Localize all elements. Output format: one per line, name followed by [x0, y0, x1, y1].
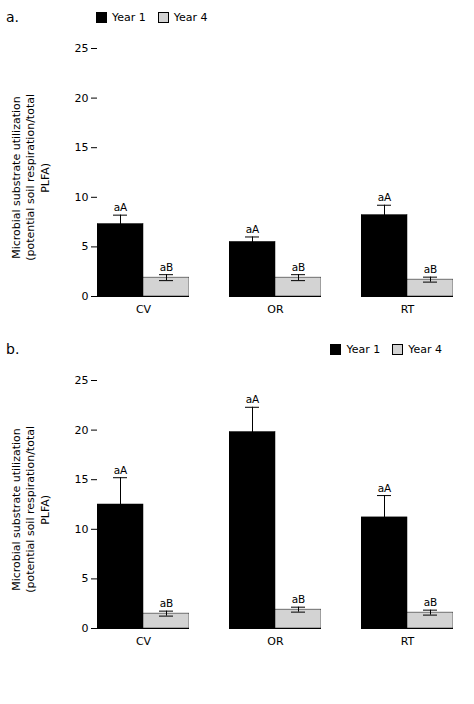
html-text:Year 1: Year 1 [112, 10, 146, 24]
svg-text:aA: aA [114, 201, 128, 213]
svg-text:CV: CV [136, 635, 152, 648]
svg-text:RT: RT [401, 635, 415, 648]
svg-text:aA: aA [246, 393, 260, 405]
html-text:Microbial substrate utilizatio: Microbial substrate utilization (potenti… [9, 93, 52, 261]
svg-text:20: 20 [75, 424, 89, 437]
svg-text:15: 15 [75, 473, 89, 486]
svg-text:aA: aA [378, 191, 392, 203]
svg-text:aA: aA [378, 482, 392, 494]
html-text:Year 4: Year 4 [173, 10, 208, 24]
svg-text:25: 25 [75, 374, 89, 387]
html-text:b.: b. [6, 341, 20, 357]
html-text:Microbial substrate utilizatio: Microbial substrate utilization (potenti… [9, 425, 52, 593]
svg-text:aB: aB [292, 261, 306, 273]
svg-text:CV: CV [136, 303, 152, 316]
svg-text:aB: aB [160, 261, 174, 273]
svg-text:aB: aB [160, 597, 174, 609]
html-text:a.: a. [6, 9, 19, 25]
svg-text:10: 10 [75, 523, 89, 536]
svg-text:20: 20 [75, 92, 89, 105]
svg-text:25: 25 [75, 42, 89, 55]
svg-text:aB: aB [424, 596, 438, 608]
svg-text:5: 5 [82, 240, 89, 253]
svg-text:5: 5 [82, 572, 89, 585]
svg-text:OR: OR [267, 303, 284, 316]
html-text:Year 4: Year 4 [408, 342, 442, 356]
svg-text:aB: aB [424, 263, 438, 275]
svg-text:RT: RT [401, 303, 415, 316]
svg-text:aA: aA [246, 223, 260, 235]
svg-text:aA: aA [114, 464, 128, 476]
svg-text:0: 0 [82, 622, 89, 635]
html-text:Year 1: Year 1 [346, 342, 381, 356]
svg-text:10: 10 [75, 191, 89, 204]
svg-text:15: 15 [75, 141, 89, 154]
svg-text:aB: aB [292, 593, 306, 605]
svg-text:0: 0 [82, 290, 89, 303]
svg-text:OR: OR [267, 635, 284, 648]
